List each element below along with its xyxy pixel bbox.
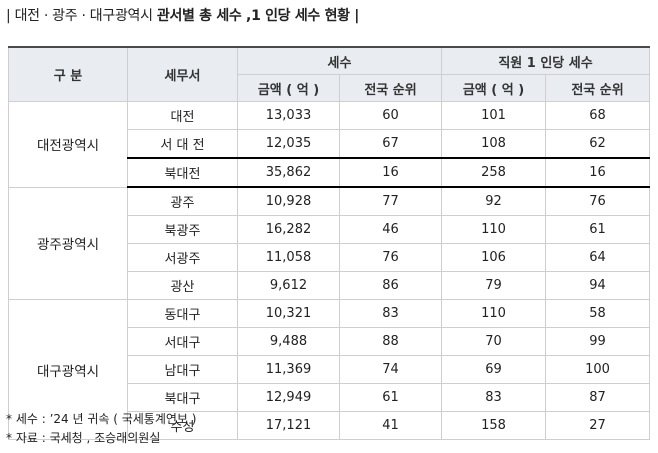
header-per-rank: 전국 순위 (545, 74, 651, 102)
rank-cell: 16 (338, 157, 443, 188)
office-cell: 북광주 (127, 215, 238, 244)
office-cell: 서 대 전 (127, 129, 238, 159)
table-body: 대전광역시 대전 13,033 60 101 68 서 대 전 12,035 67 108 62 북대… (8, 101, 651, 440)
header-office: 세무서 (127, 46, 238, 102)
per-staff-rank-cell: 61 (545, 215, 651, 244)
header-amount: 금액 ( 억 ) (237, 74, 340, 102)
amount-cell: 9,612 (237, 271, 340, 300)
per-staff-rank-cell: 64 (545, 243, 651, 272)
amount-cell: 16,282 (237, 215, 340, 244)
rank-cell: 76 (338, 243, 443, 272)
amount-cell: 9,488 (237, 327, 340, 356)
table-row: 수성 17,121 41 158 27 (9, 411, 651, 440)
amount-cell: 10,928 (237, 186, 340, 216)
per-staff-amount-cell: 158 (441, 411, 547, 440)
table-row: 광주광역시 광주 10,928 77 92 76 (8, 186, 651, 300)
per-staff-rank-cell: 16 (545, 157, 651, 188)
per-staff-rank-cell: 87 (545, 383, 651, 412)
per-staff-rank-cell: 94 (545, 271, 651, 300)
rank-cell: 74 (338, 355, 443, 384)
per-staff-amount-cell: 110 (441, 215, 547, 244)
table-row: 서광주 11,058 76 106 64 (9, 243, 651, 272)
office-cell: 북대구 (127, 383, 238, 412)
amount-cell: 12,949 (237, 383, 340, 412)
rank-cell: 60 (338, 101, 443, 130)
per-staff-rank-cell: 68 (545, 101, 651, 130)
footnote-source-year: * 세수 : ’24 년 귀속 ( 국세통계연보 ) (6, 412, 197, 426)
rank-cell: 77 (338, 186, 443, 216)
office-cell: 북대전 (127, 157, 238, 188)
header-per-staff: 직원 1 인당 세수 (441, 46, 651, 75)
header-national-rank: 전국 순위 (338, 74, 443, 102)
amount-cell: 35,862 (237, 157, 340, 188)
office-cell: 수성 (127, 411, 238, 440)
per-staff-amount-cell: 101 (441, 101, 547, 130)
table-row: 대구광역시 동대구 10,321 83 110 58 (8, 299, 651, 440)
per-staff-rank-cell: 100 (545, 355, 651, 384)
rank-cell: 46 (338, 215, 443, 244)
footnotes: * 세수 : ’24 년 귀속 ( 국세통계연보 ) * 자료 : 국세청 , … (6, 410, 196, 448)
header-division: 구 분 (8, 46, 128, 102)
rank-cell: 83 (338, 299, 443, 328)
table-row: 서대구 9,488 88 70 99 (9, 327, 651, 356)
per-staff-amount-cell: 79 (441, 271, 547, 300)
amount-cell: 11,058 (237, 243, 340, 272)
amount-cell: 10,321 (237, 299, 340, 328)
amount-cell: 17,121 (237, 411, 340, 440)
per-staff-amount-cell: 70 (441, 327, 547, 356)
per-staff-amount-cell: 108 (441, 129, 547, 159)
table-row: 서 대 전 12,035 67 108 62 (9, 129, 651, 159)
office-cell: 광주 (127, 186, 238, 216)
office-cell: 남대구 (127, 355, 238, 384)
per-staff-rank-cell: 62 (545, 129, 651, 159)
office-cell: 광산 (127, 271, 238, 300)
tax-revenue-table: 구 분 세무서 세수 직원 1 인당 세수 금액 ( 억 ) 전국 순위 금액 … (8, 46, 651, 440)
header-tax-revenue: 세수 (236, 46, 443, 75)
region-cell: 대구광역시 (8, 299, 128, 440)
amount-cell: 12,035 (237, 129, 340, 159)
per-staff-amount-cell: 83 (441, 383, 547, 412)
per-staff-rank-cell: 76 (545, 186, 651, 216)
amount-cell: 11,369 (237, 355, 340, 384)
office-cell: 서광주 (127, 243, 238, 272)
rank-cell: 88 (338, 327, 443, 356)
per-staff-amount-cell: 92 (441, 186, 547, 216)
page-title: | 대전 · 광주 · 대구광역시 관서별 총 세수 ,1 인당 세수 현황 | (6, 6, 359, 26)
table-row: 대전광역시 대전 13,033 60 101 68 (8, 101, 651, 188)
table-header: 구 분 세무서 세수 직원 1 인당 세수 금액 ( 억 ) 전국 순위 금액 … (8, 46, 651, 102)
region-cell: 광주광역시 (8, 186, 128, 300)
per-staff-rank-cell: 58 (545, 299, 651, 328)
per-staff-amount-cell: 69 (441, 355, 547, 384)
table-row: 북대전 35,862 16 258 16 (9, 157, 651, 188)
rank-cell: 41 (338, 411, 443, 440)
rank-cell: 86 (338, 271, 443, 300)
per-staff-rank-cell: 27 (545, 411, 651, 440)
footnote-data-source: * 자료 : 국세청 , 조승래의원실 (6, 431, 161, 445)
office-cell: 서대구 (127, 327, 238, 356)
per-staff-amount-cell: 258 (441, 157, 547, 188)
rank-cell: 61 (338, 383, 443, 412)
rank-cell: 67 (338, 129, 443, 159)
title-prefix: | 대전 · 광주 · 대구광역시 (6, 8, 153, 24)
title-main: 관서별 총 세수 ,1 인당 세수 현황 | (156, 8, 360, 24)
office-cell: 대전 (127, 101, 238, 130)
per-staff-rank-cell: 99 (545, 327, 651, 356)
region-cell: 대전광역시 (8, 101, 128, 188)
office-cell: 동대구 (127, 299, 238, 328)
header-per-amount: 금액 ( 억 ) (441, 74, 547, 102)
amount-cell: 13,033 (237, 101, 340, 130)
table-row: 광산 9,612 86 79 94 (9, 271, 651, 300)
table-row: 북광주 16,282 46 110 61 (9, 215, 651, 244)
per-staff-amount-cell: 106 (441, 243, 547, 272)
per-staff-amount-cell: 110 (441, 299, 547, 328)
